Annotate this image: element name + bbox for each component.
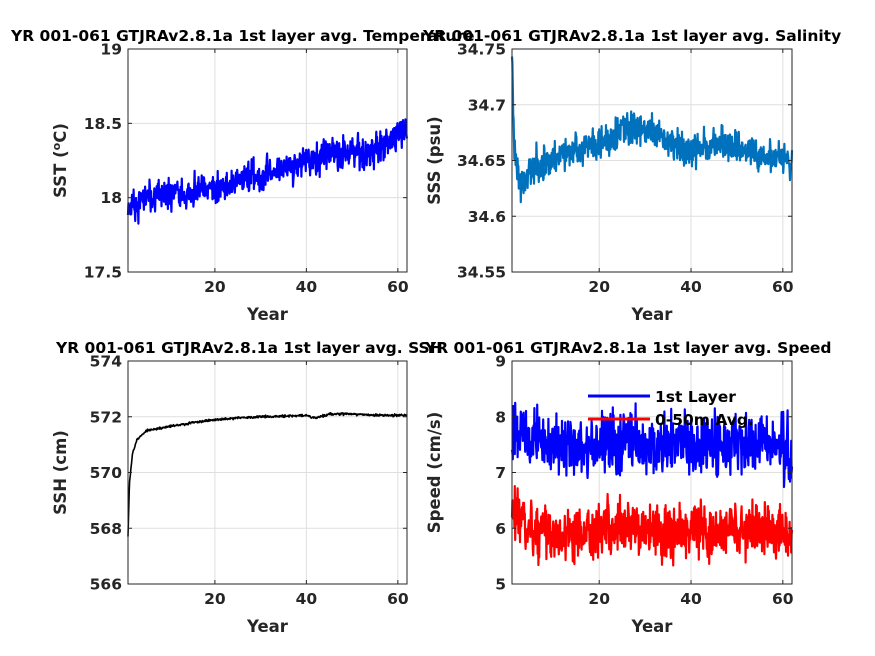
y-tick-label: 568 [90,520,122,538]
x-axis-label: Year [631,305,674,324]
y-tick-label: 34.7 [468,96,506,114]
x-tick-label: 60 [772,278,794,296]
x-axis-label: Year [246,305,289,324]
x-axis-label: Year [246,617,289,636]
y-tick-label: 18 [100,189,122,207]
y-tick-label: 5 [495,576,506,594]
y-tick-label: 574 [90,353,123,371]
chart-title-4: YR 001-061 GTJRAv2.8.1a 1st layer avg. S… [424,339,831,357]
y-tick-label: 34.6 [468,208,506,226]
legend-label-2: 0-50m Avg. [655,411,754,429]
x-tick-label: 60 [387,590,409,608]
x-tick-label: 60 [387,278,409,296]
chart-panel-4: 20 40 60 5 6 7 8 9 Year Speed (cm/s) 1st Layer 0-50… [425,353,794,637]
chart-panel-1: 20 40 60 17.5 18 18.5 19 Year SST (oC) [50,41,409,325]
y-tick-label: 9 [495,353,506,371]
chart-title-2: YR 001-061 GTJRAv2.8.1a 1st layer avg. S… [422,27,841,45]
x-tick-label: 40 [296,278,318,296]
series-line-1 [126,118,409,225]
x-tick-label: 60 [772,590,794,608]
chart-title-3: YR 001-061 GTJRAv2.8.1a 1st layer avg. S… [55,339,443,357]
series-line-1 [127,411,408,537]
x-axis-label: Year [631,617,674,636]
y-tick-label: 19 [100,41,122,59]
y-tick-label: 34.55 [457,264,506,282]
y-tick-label: 17.5 [84,264,122,282]
y-axis-label: SSS (psu) [425,116,444,204]
chart-title-1: YR 001-061 GTJRAv2.8.1a 1st layer avg. T… [10,27,475,45]
x-tick-label: 20 [204,278,226,296]
y-tick-label: 566 [90,576,122,594]
y-axis-label: SST (oC) [50,123,70,198]
y-tick-label: 7 [495,464,506,482]
legend-label-1: 1st Layer [655,388,736,406]
y-tick-label: 8 [495,408,506,426]
x-tick-label: 40 [680,590,702,608]
y-tick-label: 6 [495,520,506,538]
series-line-1st-layer [510,401,794,489]
y-tick-label: 34.65 [457,152,506,170]
series-line-0-50m-avg- [510,485,794,567]
x-tick-label: 20 [588,278,610,296]
x-tick-label: 40 [680,278,702,296]
y-tick-label: 18.5 [84,115,122,133]
x-tick-label: 40 [296,590,318,608]
y-tick-label: 570 [90,464,123,482]
plot-frame [127,48,408,273]
y-tick-label: 34.75 [457,41,506,59]
x-tick-label: 20 [588,590,610,608]
chart-panel-2: 20 40 60 34.55 34.6 34.65 34.7 34.75 Year SSS (ps… [425,41,794,325]
y-axis-label: Speed (cm/s) [425,412,444,534]
series-line-1 [510,56,794,204]
x-tick-label: 20 [204,590,226,608]
chart-panel-3: 20 40 60 566 568 570 572 574 Year SSH (cm) [51,353,409,637]
y-tick-label: 572 [90,408,122,426]
y-axis-label: SSH (cm) [51,430,70,515]
